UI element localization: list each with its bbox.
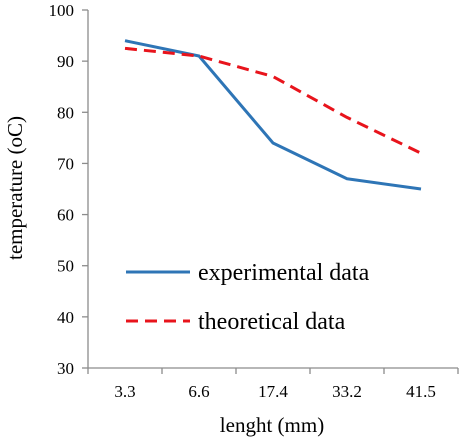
y-tick-label: 50 (57, 257, 74, 276)
x-tick-label: 17.4 (258, 382, 288, 401)
y-tick-label: 70 (57, 154, 74, 173)
series-lines (124, 39, 422, 191)
series-line-0 (124, 39, 422, 191)
x-tick-label: 3.3 (114, 382, 135, 401)
y-tick-label: 90 (57, 52, 74, 71)
legend-label-1: theoretical data (198, 309, 346, 335)
y-tick-labels: 30 40 50 60 70 80 90 100 (49, 1, 75, 378)
y-axis-title: temperature (oC) (3, 116, 27, 260)
x-tick-label: 33.2 (332, 382, 362, 401)
legend: experimental data theoretical data (126, 260, 370, 335)
y-tick-label: 80 (57, 103, 74, 122)
x-tick-label: 41.5 (406, 382, 436, 401)
y-tick-label: 60 (57, 206, 74, 225)
axes (82, 9, 459, 374)
x-axis-title: lenght (mm) (220, 413, 324, 437)
y-tick-label: 30 (57, 359, 74, 378)
x-tick-labels: 3.3 6.6 17.4 33.2 41.5 (114, 382, 436, 401)
series-line-1 (124, 46, 422, 155)
legend-label-0: experimental data (198, 260, 370, 286)
y-tick-label: 40 (57, 308, 74, 327)
y-tick-label: 100 (49, 1, 75, 20)
x-tick-label: 6.6 (188, 382, 209, 401)
